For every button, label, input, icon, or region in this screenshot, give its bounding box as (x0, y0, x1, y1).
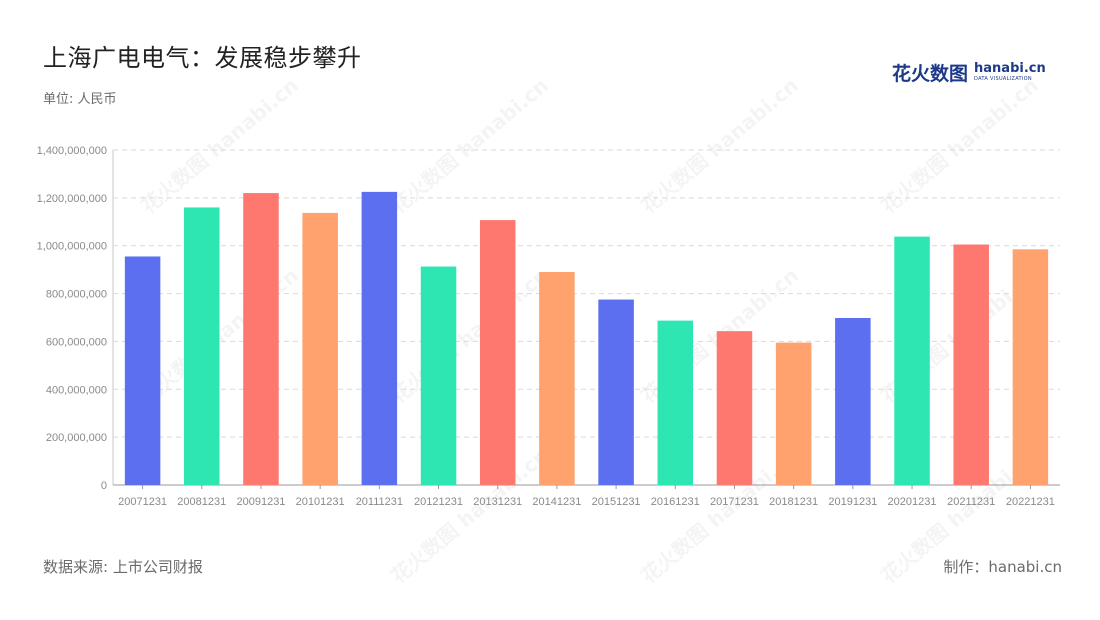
x-tick-label: 20141231 (532, 496, 581, 508)
y-tick-label: 200,000,000 (46, 432, 107, 444)
bar (420, 266, 457, 485)
bar (479, 220, 516, 485)
y-tick-label: 800,000,000 (46, 289, 107, 301)
y-tick-label: 1,000,000,000 (37, 241, 107, 253)
y-tick-label: 1,200,000,000 (37, 193, 107, 205)
x-tick-label: 20181231 (769, 496, 818, 508)
x-tick-label: 20171231 (710, 496, 759, 508)
y-tick-label: 1,400,000,000 (37, 145, 107, 157)
x-tick-label: 20151231 (592, 496, 641, 508)
bar (716, 331, 753, 485)
logo-en-text: hanabi.cn (974, 61, 1046, 76)
bar (775, 342, 812, 485)
bar (1012, 249, 1049, 485)
data-source: 数据来源: 上市公司财报 (43, 558, 203, 576)
logo-cn-text: 花火数图 (892, 62, 969, 85)
x-tick-label: 20201231 (888, 496, 937, 508)
credit-text: 制作：hanabi.cn (943, 558, 1062, 576)
bar (953, 244, 989, 485)
bar (539, 272, 575, 485)
x-tick-label: 20091231 (236, 496, 285, 508)
x-tick-label: 20081231 (177, 496, 226, 508)
x-tick-label: 20221231 (1006, 496, 1055, 508)
x-tick-label: 20071231 (118, 496, 167, 508)
x-tick-label: 20121231 (414, 496, 463, 508)
chart-title: 上海广电电气：发展稳步攀升 (43, 44, 362, 72)
bar (598, 299, 634, 485)
unit-label: 单位: 人民币 (43, 92, 117, 107)
x-tick-label: 20131231 (473, 496, 522, 508)
y-tick-label: 0 (101, 480, 107, 492)
bar (302, 212, 338, 486)
x-tick-label: 20191231 (828, 496, 877, 508)
bar (184, 207, 220, 485)
bar (894, 236, 930, 485)
bar (657, 320, 694, 485)
logo-sub-text: DATA VISUALIZATION (974, 76, 1032, 82)
bar (124, 256, 161, 485)
y-tick-label: 600,000,000 (46, 336, 107, 348)
bar (361, 191, 398, 485)
x-tick-label: 20101231 (296, 496, 345, 508)
bar (835, 317, 871, 485)
x-tick-label: 20111231 (356, 496, 403, 508)
brand-logo: 花火数图 hanabi.cn DATA VISUALIZATION (892, 58, 1046, 86)
x-tick-label: 20161231 (651, 496, 700, 508)
y-tick-label: 400,000,000 (46, 384, 107, 396)
x-tick-label: 20211231 (947, 496, 995, 508)
bar (243, 193, 279, 486)
